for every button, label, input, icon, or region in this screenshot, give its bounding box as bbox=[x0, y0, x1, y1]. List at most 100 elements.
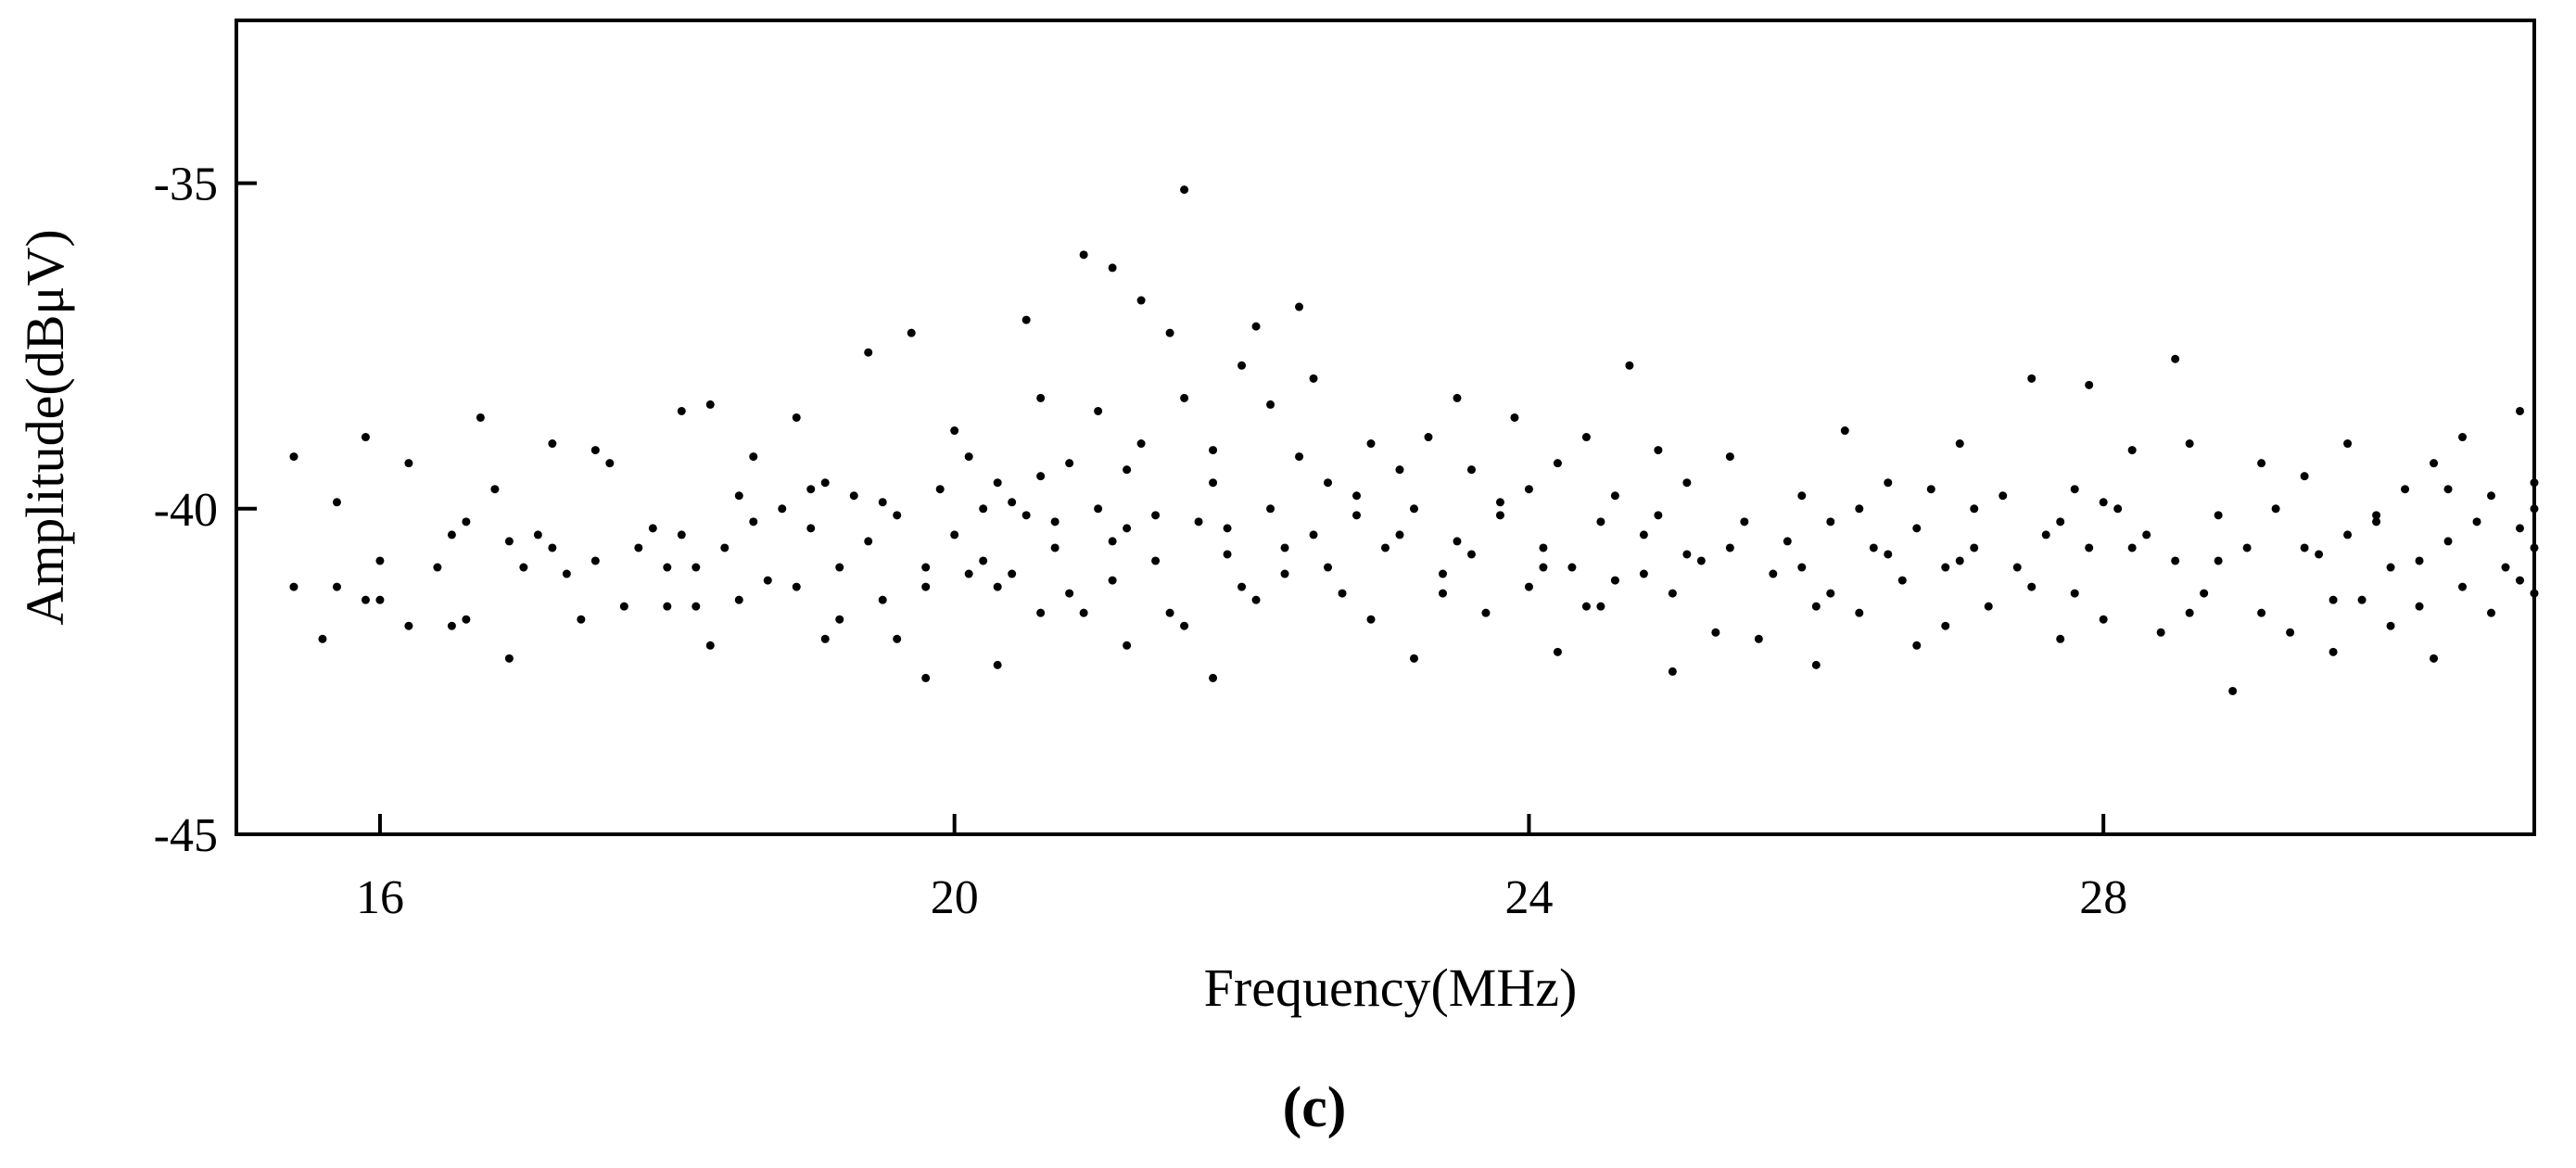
scatter-point bbox=[1668, 667, 1677, 676]
scatter-point bbox=[2214, 511, 2223, 520]
scatter-point bbox=[1453, 393, 1462, 402]
scatter-point bbox=[2113, 504, 2123, 514]
scatter-point bbox=[2099, 498, 2108, 507]
scatter-point bbox=[1022, 511, 1031, 520]
scatter-point bbox=[864, 537, 873, 546]
scatter-point bbox=[1884, 550, 1893, 559]
scatter-point bbox=[447, 530, 456, 540]
scatter-point bbox=[1639, 530, 1648, 540]
scatter-point bbox=[1324, 478, 1333, 488]
scatter-point bbox=[1811, 602, 1821, 611]
scatter-point bbox=[2329, 647, 2338, 656]
scatter-point bbox=[1338, 589, 1347, 598]
scatter-point bbox=[2085, 380, 2094, 389]
scatter-point bbox=[462, 517, 471, 527]
scatter-point bbox=[2041, 530, 2050, 540]
scatter-point bbox=[1855, 504, 1864, 514]
scatter-point bbox=[2487, 608, 2496, 617]
scatter-point bbox=[1079, 608, 1088, 617]
scatter-point bbox=[878, 498, 887, 507]
scatter-point bbox=[720, 543, 730, 552]
scatter-point bbox=[2027, 582, 2037, 591]
scatter-point bbox=[2156, 628, 2165, 637]
scatter-point bbox=[1123, 524, 1132, 533]
scatter-point bbox=[677, 406, 686, 415]
scatter-point bbox=[375, 556, 385, 565]
scatter-point bbox=[2386, 563, 2395, 572]
scatter-point bbox=[1668, 589, 1677, 598]
scatter-point bbox=[1466, 465, 1476, 475]
scatter-point bbox=[1123, 641, 1132, 650]
scatter-point bbox=[1539, 563, 1548, 572]
scatter-point bbox=[1094, 504, 1103, 514]
scatter-point bbox=[1826, 517, 1835, 527]
scatter-point bbox=[1108, 263, 1117, 273]
scatter-point bbox=[1251, 322, 1261, 331]
scatter-point bbox=[1955, 556, 1964, 565]
x-axis-title: Frequency(MHz) bbox=[1204, 958, 1578, 1018]
scatter-point bbox=[433, 563, 442, 572]
scatter-point bbox=[2027, 374, 2037, 383]
scatter-point bbox=[1123, 465, 1132, 475]
scatter-point bbox=[1094, 406, 1103, 415]
scatter-point bbox=[1424, 433, 1433, 442]
scatter-point bbox=[806, 485, 816, 494]
scatter-point bbox=[1008, 569, 1017, 578]
scatter-point bbox=[1251, 595, 1261, 604]
scatter-point bbox=[1884, 478, 1893, 488]
scatter-point bbox=[1209, 673, 1218, 682]
scatter-point bbox=[1581, 433, 1591, 442]
scatter-point bbox=[1926, 485, 1935, 494]
scatter-point bbox=[2056, 517, 2065, 527]
scatter-point bbox=[1108, 537, 1117, 546]
scatter-point bbox=[2099, 615, 2108, 624]
scatter-point bbox=[979, 556, 988, 565]
scatter-point bbox=[935, 485, 945, 494]
scatter-point bbox=[1438, 569, 1447, 578]
scatter-point bbox=[692, 602, 701, 611]
scatter-point bbox=[361, 433, 370, 442]
scatter-point bbox=[1754, 634, 1763, 643]
scatter-point bbox=[1223, 524, 1232, 533]
scatter-point bbox=[1136, 296, 1146, 305]
scatter-point bbox=[1237, 361, 1247, 370]
scatter-point bbox=[1466, 550, 1476, 559]
scatter-point bbox=[907, 328, 916, 337]
scatter-point bbox=[1869, 543, 1878, 552]
scatter-point bbox=[1826, 589, 1835, 598]
scatter-point bbox=[2415, 556, 2424, 565]
scatter-point bbox=[1295, 302, 1304, 311]
scatter-point bbox=[2228, 686, 2238, 695]
scatter-point bbox=[2329, 595, 2338, 604]
scatter-point bbox=[2185, 608, 2194, 617]
scatter-point bbox=[964, 452, 973, 462]
scatter-point bbox=[2343, 439, 2353, 449]
scatter-point bbox=[1596, 602, 1605, 611]
scatter-point bbox=[2127, 543, 2137, 552]
scatter-point bbox=[1352, 491, 1362, 501]
scatter-point bbox=[1481, 608, 1491, 617]
scatter-point bbox=[2430, 459, 2439, 468]
scatter-point bbox=[2300, 543, 2309, 552]
scatter-point bbox=[1050, 517, 1060, 527]
scatter-point bbox=[835, 563, 844, 572]
scatter-point bbox=[1696, 556, 1706, 565]
scatter-point bbox=[1711, 628, 1720, 637]
scatter-point bbox=[1223, 550, 1232, 559]
scatter-point bbox=[893, 634, 902, 643]
scatter-point bbox=[1682, 550, 1692, 559]
x-tick-label: 24 bbox=[1504, 871, 1553, 924]
scatter-point bbox=[605, 459, 615, 468]
scatter-point bbox=[1970, 504, 1979, 514]
scatter-point bbox=[1180, 185, 1189, 195]
scatter-point bbox=[1151, 556, 1161, 565]
scatter-point bbox=[1409, 654, 1418, 663]
scatter-point bbox=[2501, 563, 2510, 572]
scatter-point bbox=[1237, 582, 1247, 591]
scatter-point bbox=[2386, 621, 2395, 630]
scatter-point bbox=[1366, 615, 1376, 624]
scatter-point bbox=[1050, 543, 1060, 552]
scatter-point bbox=[1897, 576, 1907, 585]
scatter-point bbox=[590, 556, 600, 565]
scatter-point bbox=[2257, 608, 2266, 617]
